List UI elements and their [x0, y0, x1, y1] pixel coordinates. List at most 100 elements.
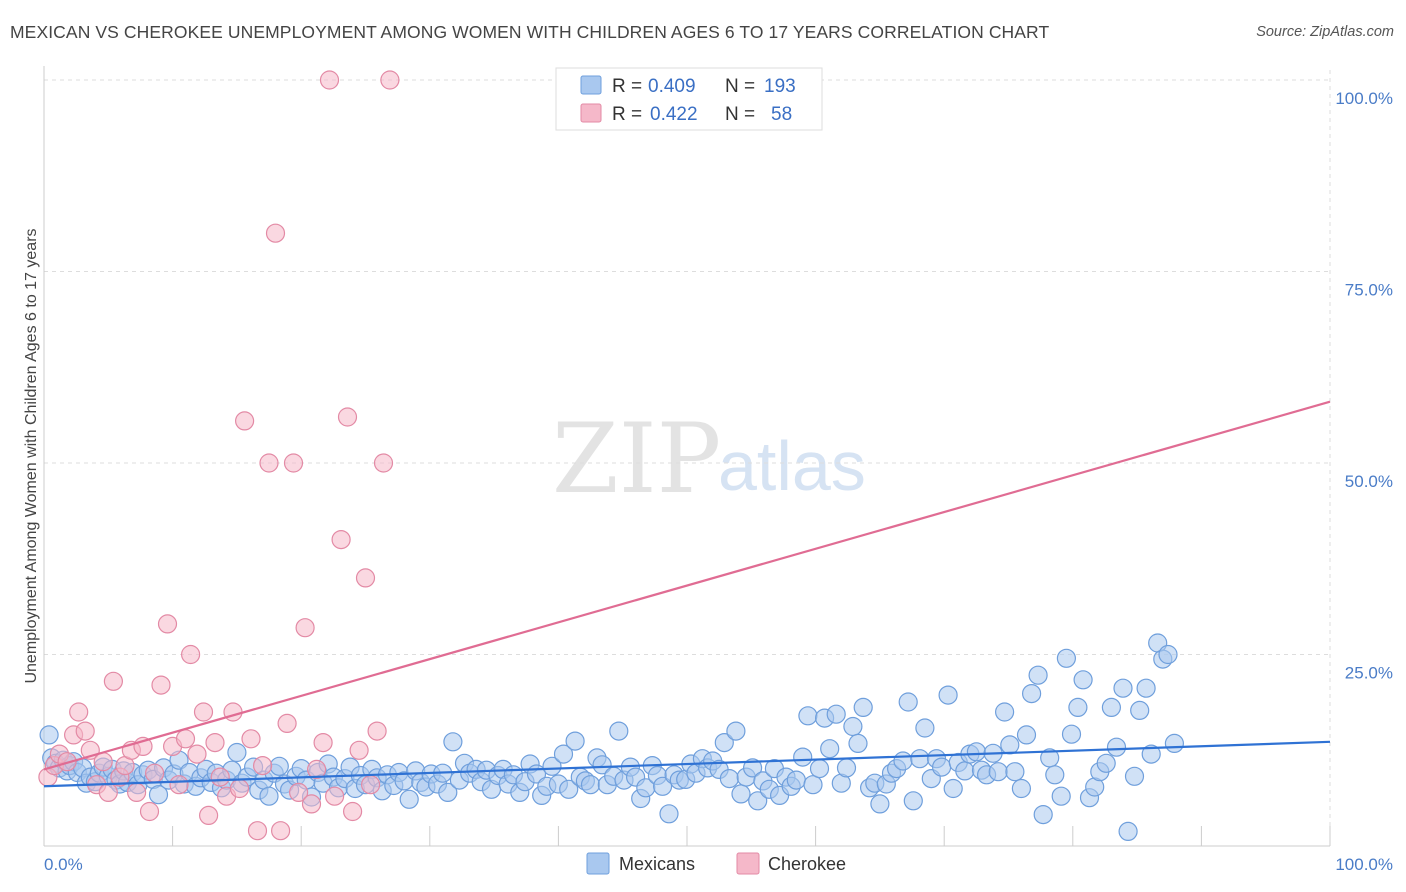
- mexicans-point: [826, 704, 846, 724]
- cherokee-point: [331, 529, 351, 550]
- mexicans-point: [39, 725, 59, 745]
- mexicans-point: [714, 732, 734, 753]
- mexicans-point: [1158, 644, 1178, 665]
- watermark-atlas: atlas: [718, 427, 866, 505]
- mexicans-point: [798, 706, 818, 726]
- cherokee-point: [319, 70, 340, 90]
- cherokee-point: [193, 702, 214, 722]
- mexicans-point: [443, 732, 463, 752]
- series-cherokee: [38, 70, 400, 841]
- x-tick-label: 100.0%: [1335, 855, 1393, 874]
- cherokee-point: [380, 70, 400, 90]
- y-tick-label: 50.0%: [1345, 472, 1393, 491]
- mexicans-point: [1056, 648, 1077, 668]
- cherokee-point: [75, 721, 95, 741]
- source-credit: Source: ZipAtlas.com: [1256, 24, 1394, 40]
- cherokee-point: [265, 223, 286, 243]
- cherokee-point: [69, 702, 89, 722]
- mexicans-point: [809, 758, 830, 779]
- mexicans-point: [793, 747, 813, 767]
- mexicans-point: [943, 778, 963, 799]
- y-tick-label: 75.0%: [1345, 281, 1393, 300]
- legend-bottom-swatch-mexicans: [586, 852, 610, 875]
- cherokee-point: [277, 713, 297, 734]
- cherokee-point: [157, 614, 178, 634]
- mexicans-point: [853, 697, 873, 718]
- cherokee-point: [343, 801, 363, 822]
- legend-r-label-2: R =: [612, 104, 642, 125]
- mexicans-point: [994, 702, 1015, 722]
- watermark-zip: ZIP: [552, 403, 721, 515]
- legend-r-value-2: 0.422: [650, 104, 698, 125]
- legend-n-value-1: 193: [764, 76, 796, 97]
- mexicans-point: [903, 791, 923, 811]
- legend-bottom-label-mexicans: Mexicans: [619, 854, 695, 874]
- cherokee-point: [355, 568, 376, 588]
- mexicans-point: [938, 685, 958, 705]
- y-tick-labels: 100.0% 75.0% 50.0% 25.0%: [1335, 89, 1393, 683]
- cherokee-point: [199, 805, 219, 826]
- mexicans-point: [592, 755, 612, 775]
- cherokee-point: [103, 671, 124, 691]
- mexicans-trend-line: [43, 740, 1331, 788]
- mexicans-point: [1164, 733, 1185, 754]
- cherokee-point: [235, 411, 255, 431]
- cherokee-trend-line: [43, 400, 1331, 771]
- cherokee-point: [253, 755, 273, 776]
- mexicans-point: [399, 789, 419, 809]
- mexicans-point: [227, 742, 247, 763]
- mexicans-point: [438, 782, 458, 803]
- mexicans-point: [1028, 665, 1048, 685]
- mexicans-point: [1118, 821, 1138, 842]
- mexicans-point: [580, 775, 601, 795]
- mexicans-point: [1051, 786, 1071, 806]
- legend-top: R = 0.409 N = 193 R = 0.422 N = 58: [555, 67, 823, 131]
- mexicans-point: [1045, 765, 1065, 785]
- mexicans-point: [1113, 678, 1133, 698]
- mexicans-point: [1073, 670, 1093, 690]
- mexicans-point: [1068, 697, 1088, 718]
- mexicans-point: [910, 749, 930, 769]
- legend-n-value-2: 58: [771, 104, 792, 125]
- legend-n-label-1: N =: [725, 76, 755, 97]
- mexicans-point: [931, 757, 952, 777]
- mexicans-point: [820, 739, 840, 759]
- cherokee-point: [241, 729, 261, 749]
- trend-lines: [43, 400, 1331, 788]
- cherokee-point: [259, 453, 279, 473]
- mexicans-point: [719, 768, 740, 789]
- y-tick-label: 100.0%: [1335, 89, 1393, 108]
- mexicans-point: [848, 733, 868, 754]
- cherokee-point: [325, 786, 345, 806]
- cherokee-point: [283, 453, 304, 473]
- mexicans-point: [803, 775, 823, 795]
- legend-r-value-1: 0.409: [648, 76, 696, 97]
- mexicans-point: [955, 761, 975, 781]
- mexicans-point: [1124, 766, 1145, 786]
- mexicans-point: [843, 716, 863, 737]
- mexicans-point: [731, 784, 751, 804]
- mexicans-point: [1136, 678, 1156, 698]
- cherokee-point: [210, 767, 230, 787]
- mexicans-point: [1130, 700, 1150, 721]
- mexicans-point: [786, 770, 806, 790]
- mexicans-point: [1096, 753, 1116, 773]
- mexicans-point: [1016, 725, 1037, 745]
- cherokee-point: [337, 407, 358, 427]
- cherokee-point: [307, 759, 327, 780]
- legend-bottom-swatch-cherokee: [736, 852, 760, 875]
- mexicans-point: [1106, 737, 1127, 757]
- mexicans-point: [1005, 762, 1025, 782]
- mexicans-point: [1000, 735, 1020, 755]
- cherokee-point: [313, 732, 333, 753]
- mexicans-point: [988, 762, 1008, 782]
- legend-swatch-cherokee: [580, 103, 602, 123]
- cherokee-point: [301, 794, 322, 814]
- cherokee-point: [247, 821, 268, 841]
- x-tick-label: 0.0%: [44, 855, 83, 874]
- axes: [43, 66, 1331, 847]
- legend-bottom-label-cherokee: Cherokee: [768, 854, 846, 874]
- mexicans-point: [269, 756, 289, 776]
- x-tick-labels: 0.0% 100.0%: [44, 855, 1393, 874]
- legend-r-label-1: R =: [612, 76, 642, 97]
